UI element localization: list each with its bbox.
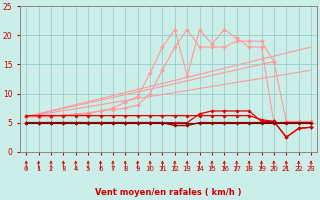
X-axis label: Vent moyen/en rafales ( km/h ): Vent moyen/en rafales ( km/h ) (95, 188, 242, 197)
